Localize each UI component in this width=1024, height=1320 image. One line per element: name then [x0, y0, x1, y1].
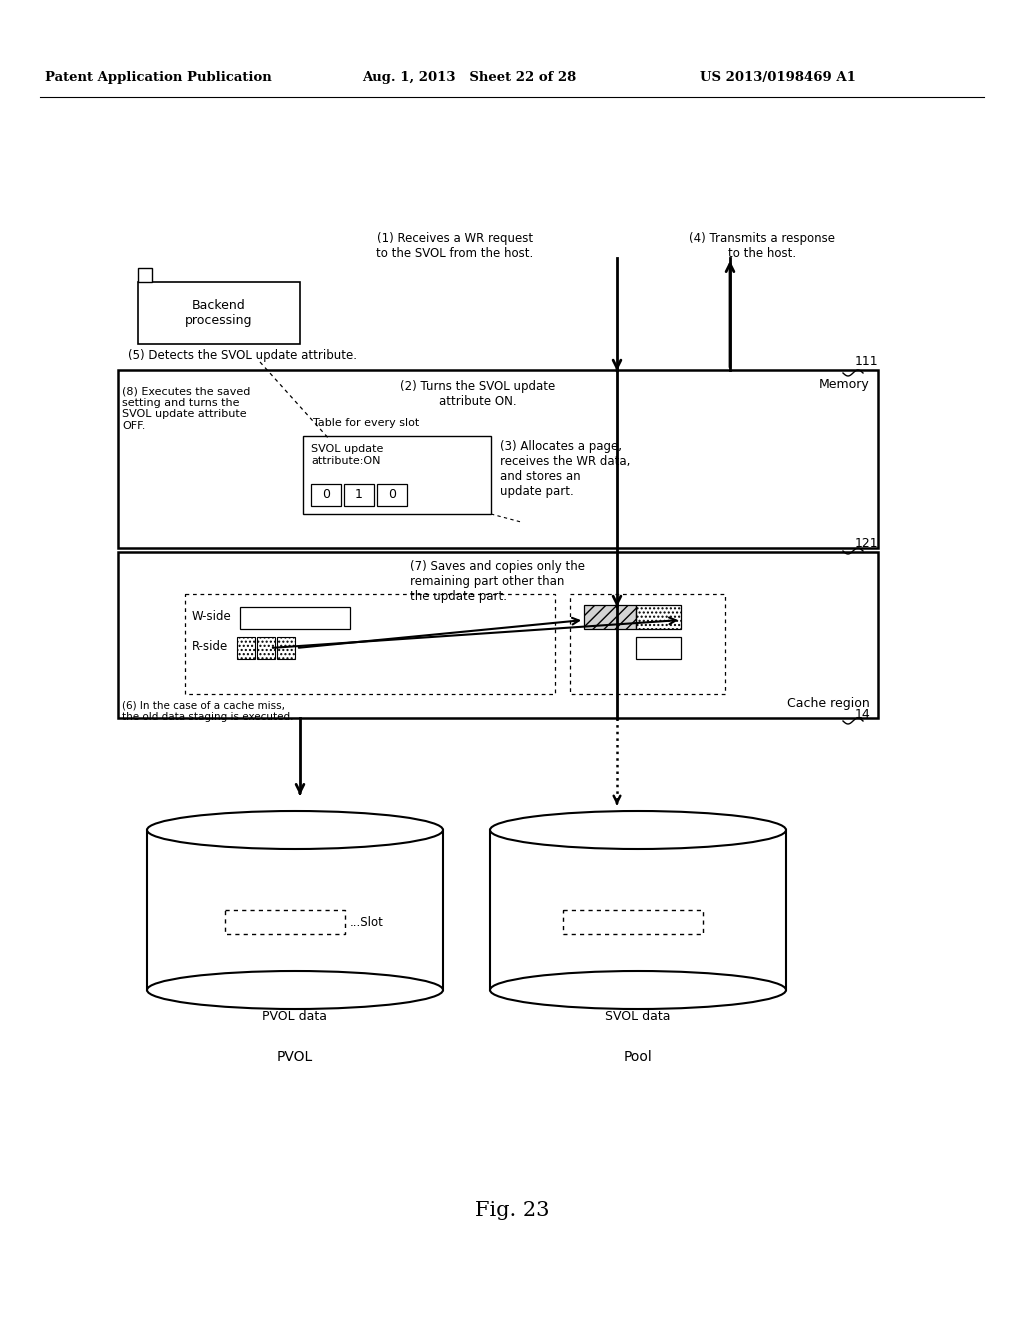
Text: Cache region: Cache region — [787, 697, 870, 710]
Bar — [563, 909, 703, 935]
Text: SVOL data: SVOL data — [605, 1010, 671, 1023]
Text: 14: 14 — [855, 708, 870, 721]
Bar — [257, 638, 275, 659]
Text: 121: 121 — [855, 537, 879, 550]
Text: Pool: Pool — [624, 1049, 652, 1064]
Bar — [570, 594, 725, 694]
Bar — [240, 607, 350, 630]
Text: PVOL data: PVOL data — [262, 1010, 328, 1023]
Bar — [344, 484, 374, 506]
Bar — [584, 605, 636, 630]
Bar — [237, 638, 255, 659]
Text: Backend
processing: Backend processing — [185, 300, 253, 327]
Text: 111: 111 — [855, 355, 879, 368]
Text: Patent Application Publication: Patent Application Publication — [45, 71, 271, 84]
Bar — [225, 909, 345, 935]
Text: 0: 0 — [388, 488, 396, 502]
Ellipse shape — [490, 972, 786, 1008]
Text: Fig. 23: Fig. 23 — [475, 1200, 549, 1220]
Bar — [636, 605, 681, 630]
Text: (8) Executes the saved
setting and turns the
SVOL update attribute
OFF.: (8) Executes the saved setting and turns… — [122, 385, 251, 430]
Text: W-side: W-side — [193, 610, 231, 623]
Text: US 2013/0198469 A1: US 2013/0198469 A1 — [700, 71, 856, 84]
Bar — [278, 638, 295, 659]
Bar — [636, 638, 681, 659]
Bar — [118, 552, 878, 718]
Text: Aug. 1, 2013   Sheet 22 of 28: Aug. 1, 2013 Sheet 22 of 28 — [362, 71, 577, 84]
Bar — [118, 370, 878, 548]
Text: Table for every slot: Table for every slot — [313, 418, 419, 428]
Text: SVOL update
attribute:ON: SVOL update attribute:ON — [311, 444, 383, 466]
Text: (7) Saves and copies only the
remaining part other than
the update part.: (7) Saves and copies only the remaining … — [410, 560, 585, 603]
Ellipse shape — [147, 810, 443, 849]
Ellipse shape — [147, 972, 443, 1008]
Text: PVOL: PVOL — [276, 1049, 313, 1064]
Text: (5) Detects the SVOL update attribute.: (5) Detects the SVOL update attribute. — [128, 348, 357, 362]
Bar — [377, 484, 407, 506]
Bar — [185, 594, 555, 694]
Text: (1) Receives a WR request
to the SVOL from the host.: (1) Receives a WR request to the SVOL fr… — [377, 232, 534, 260]
Text: (2) Turns the SVOL update
attribute ON.: (2) Turns the SVOL update attribute ON. — [400, 380, 556, 408]
Text: (4) Transmits a response
to the host.: (4) Transmits a response to the host. — [689, 232, 835, 260]
Text: Memory: Memory — [819, 378, 870, 391]
Bar — [138, 282, 300, 345]
Text: ...Slot: ...Slot — [350, 916, 384, 928]
Text: 1: 1 — [355, 488, 362, 502]
Bar — [138, 268, 152, 282]
Ellipse shape — [490, 810, 786, 849]
Text: (6) In the case of a cache miss,
the old data staging is executed.: (6) In the case of a cache miss, the old… — [122, 700, 294, 722]
Text: (3) Allocates a page,
receives the WR data,
and stores an
update part.: (3) Allocates a page, receives the WR da… — [500, 440, 631, 498]
Text: R-side: R-side — [193, 640, 228, 653]
Text: 0: 0 — [322, 488, 330, 502]
Bar — [311, 484, 341, 506]
Bar — [303, 436, 490, 513]
